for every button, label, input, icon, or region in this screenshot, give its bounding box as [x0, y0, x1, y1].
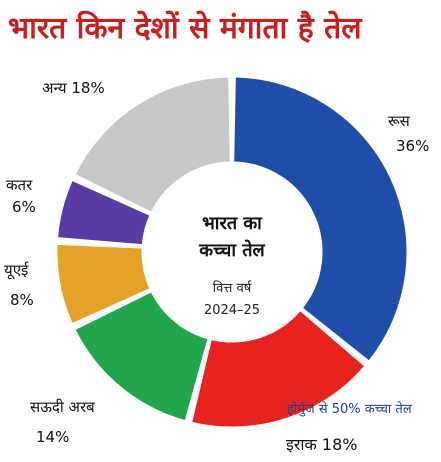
slice-label-रूस: रूस [388, 112, 411, 130]
donut-slices [56, 76, 408, 428]
slice-label-यूएई: यूएई [4, 261, 29, 280]
slice-1 [233, 76, 408, 362]
center-title-line1: भारत का [202, 213, 263, 234]
center-title-line2: कच्चा तेल [198, 239, 265, 261]
slice-label-सऊदी-अरब: सऊदी अरब [30, 398, 95, 416]
slice-value-कतर: 6% [12, 198, 36, 216]
slice-5 [57, 179, 151, 246]
center-label: भारत का कच्चा तेल वित्त वर्ष 2024–25 [198, 213, 265, 318]
slice-4 [56, 243, 151, 325]
annotation-text: होर्मुज से 50% कच्चा तेल [287, 401, 412, 417]
slice-value-रूस: 36% [396, 137, 429, 155]
slice-label-अन्य: अन्य 18% [42, 79, 105, 97]
slice-labels: रूस 36% इराक 18% सऊदी अरब 14% यूएई 8% कतर 6% अन्य… [4, 79, 429, 454]
slice-value-यूएई: 8% [10, 291, 34, 309]
slice-2 [191, 309, 366, 428]
slice-6 [74, 76, 231, 213]
slice-label-इराक: इराक 18% [286, 435, 357, 454]
center-subtitle-line1: वित्त वर्ष [213, 280, 252, 296]
slice-value-सऊदी-अरब: 14% [36, 428, 69, 446]
chart-title: भारत किन देशों से मंगाता है तेल [8, 10, 363, 46]
center-subtitle-line2: 2024–25 [204, 303, 260, 318]
slice-3 [74, 291, 209, 422]
slice-label-कतर: कतर [6, 176, 33, 194]
